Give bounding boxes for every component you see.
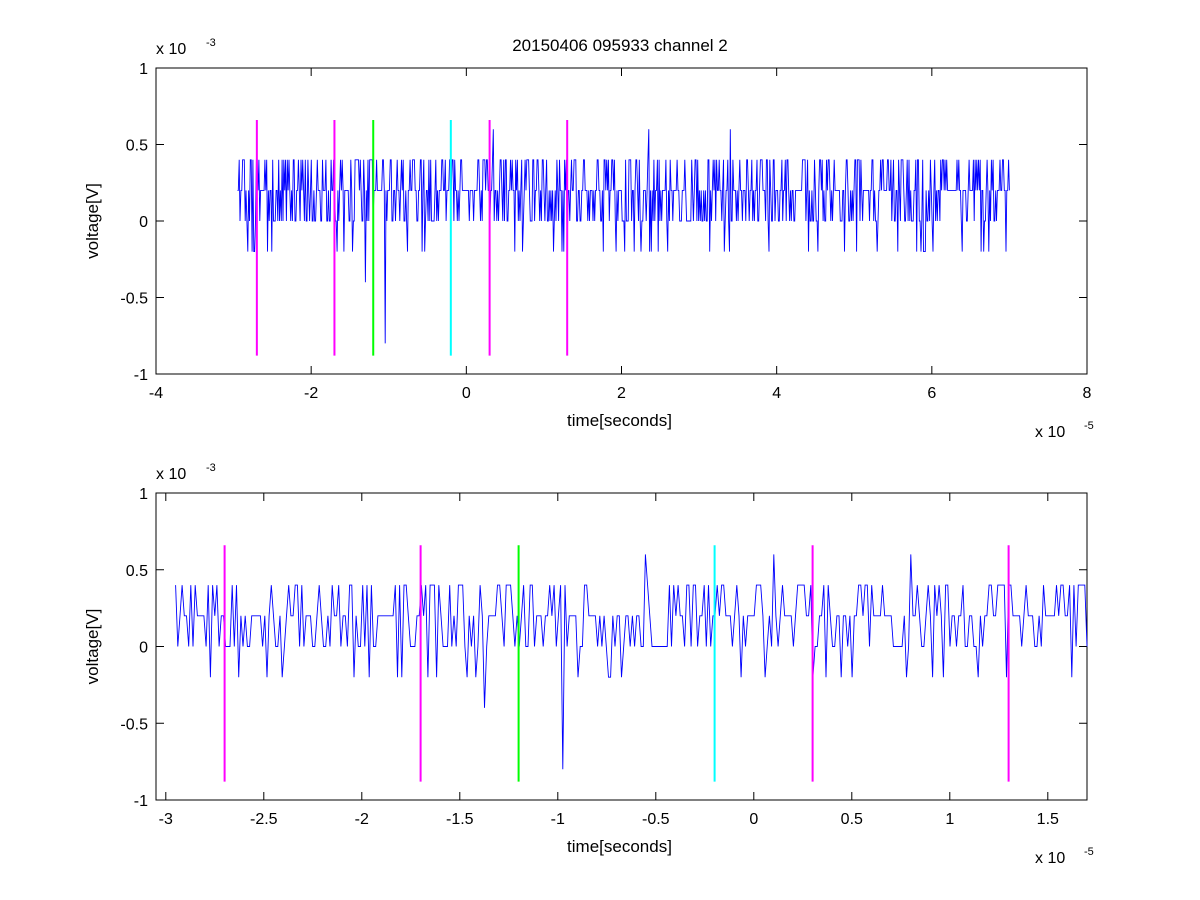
y-axis-label: voltage[V] xyxy=(83,609,102,685)
y-multiplier-exponent: -3 xyxy=(206,37,216,49)
upper-plot: 1 0.5 0 -0.5 -1-4 -2 0 2 4 6 8 x 10 -3 x 10 -5 time[sec… xyxy=(83,37,1094,441)
x-tick-label: 4 xyxy=(772,385,781,402)
x-axis-label: time[seconds] xyxy=(567,411,672,430)
x-multiplier-label: x 10 xyxy=(1035,424,1065,441)
x-tick-label: -3 xyxy=(159,811,173,828)
x-tick-label: 2 xyxy=(617,385,626,402)
y-tick-label: 0 xyxy=(139,214,148,231)
x-tick-label: 1.5 xyxy=(1037,811,1059,828)
x-tick-label: 0.5 xyxy=(841,811,863,828)
x-tick-label: 1 xyxy=(945,811,954,828)
y-tick-label: 1 xyxy=(139,486,148,503)
plot-axes-box xyxy=(155,492,1088,801)
y-multiplier-label: x 10 xyxy=(156,41,186,58)
x-tick-label: 6 xyxy=(927,385,936,402)
x-tick-label: 0 xyxy=(749,811,758,828)
x-tick-label: -2 xyxy=(304,385,318,402)
y-tick-label: 1 xyxy=(139,61,148,78)
x-tick-label: -1.5 xyxy=(446,811,474,828)
x-multiplier-exponent: -5 xyxy=(1084,846,1094,858)
x-tick-label: -2.5 xyxy=(250,811,278,828)
figure-title: 20150406 095933 channel 2 xyxy=(512,36,728,55)
x-tick-label: -2 xyxy=(355,811,369,828)
lower-plot: 1 0.5 0 -0.5 -1 -3 -2.5 -2 -1.5 -1 -0.5 0 0.5 1 1.5 x 1… xyxy=(83,462,1094,867)
signal-trace xyxy=(175,554,1088,770)
signal-trace xyxy=(237,129,1010,344)
x-tick-label: 8 xyxy=(1083,385,1092,402)
y-tick-label: -0.5 xyxy=(120,291,148,308)
x-multiplier-exponent: -5 xyxy=(1084,420,1094,432)
x-multiplier-label: x 10 xyxy=(1035,850,1065,867)
x-tick-label: -1 xyxy=(551,811,565,828)
x-axis-label: time[seconds] xyxy=(567,837,672,856)
y-tick-label: 0.5 xyxy=(126,138,148,155)
y-tick-label: 0.5 xyxy=(126,563,148,580)
y-tick-label: -1 xyxy=(134,367,148,384)
y-tick-label: -1 xyxy=(134,793,148,810)
y-multiplier-exponent: -3 xyxy=(206,462,216,474)
y-axis-label: voltage[V] xyxy=(83,183,102,259)
x-tick-label: 0 xyxy=(462,385,471,402)
x-tick-label: -4 xyxy=(149,385,163,402)
y-multiplier-label: x 10 xyxy=(156,466,186,483)
y-tick-label: 0 xyxy=(139,640,148,657)
x-tick-label: -0.5 xyxy=(642,811,670,828)
y-tick-label: -0.5 xyxy=(120,716,148,733)
